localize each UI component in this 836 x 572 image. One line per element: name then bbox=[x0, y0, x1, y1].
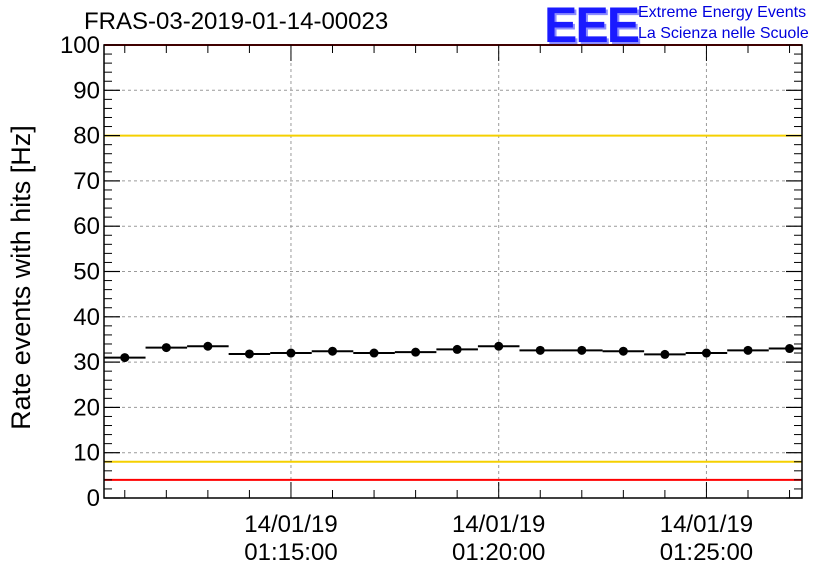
x-tick-label-date: 14/01/19 bbox=[660, 511, 753, 538]
y-tick-label: 100 bbox=[60, 32, 100, 59]
data-point bbox=[660, 349, 670, 359]
data-point bbox=[369, 348, 379, 358]
grid-layer bbox=[104, 45, 802, 498]
data-point bbox=[120, 353, 130, 363]
data-point bbox=[203, 341, 213, 351]
y-tick-label: 50 bbox=[73, 259, 100, 286]
chart-title: FRAS-03-2019-01-14-00023 bbox=[84, 8, 389, 35]
data-point bbox=[411, 347, 421, 357]
x-tick-label-time: 01:15:00 bbox=[244, 539, 337, 566]
y-tick-label: 70 bbox=[73, 168, 100, 195]
data-point bbox=[535, 345, 545, 355]
reference-lines bbox=[104, 44, 802, 481]
x-tick-label-time: 01:25:00 bbox=[660, 539, 753, 566]
axis-ticks bbox=[104, 44, 802, 499]
data-point bbox=[785, 344, 795, 354]
y-tick-label: 20 bbox=[73, 394, 100, 421]
data-point bbox=[743, 345, 753, 355]
logo-line-2: La Scienza nelle Scuole bbox=[638, 25, 809, 42]
data-point bbox=[577, 345, 587, 355]
x-tick-label-date: 14/01/19 bbox=[244, 511, 337, 538]
data-point bbox=[618, 346, 628, 356]
logo-line-1: Extreme Energy Events bbox=[638, 4, 807, 21]
y-tick-label: 60 bbox=[73, 213, 100, 240]
data-point bbox=[161, 343, 171, 353]
eee-logo: EEE Extreme Energy Events La Scienza nel… bbox=[544, 0, 834, 53]
data-point bbox=[452, 344, 462, 354]
y-tick-label: 40 bbox=[73, 304, 100, 331]
y-tick-label: 10 bbox=[73, 440, 100, 467]
x-tick-label-date: 14/01/19 bbox=[452, 511, 545, 538]
y-tick-label: 80 bbox=[73, 123, 100, 150]
data-point bbox=[701, 348, 711, 358]
data-points bbox=[104, 341, 802, 363]
x-tick-label-time: 01:20:00 bbox=[452, 539, 545, 566]
data-point bbox=[286, 348, 296, 358]
data-point bbox=[494, 341, 504, 351]
y-tick-label: 30 bbox=[73, 349, 100, 376]
data-point bbox=[244, 349, 254, 359]
y-tick-label: 90 bbox=[73, 77, 100, 104]
data-point bbox=[328, 346, 338, 356]
y-tick-label: 0 bbox=[87, 485, 100, 512]
axis-labels: 010203040506070809010014/01/1901:15:0014… bbox=[6, 32, 753, 566]
y-axis-title: Rate events with hits [Hz] bbox=[6, 125, 36, 430]
